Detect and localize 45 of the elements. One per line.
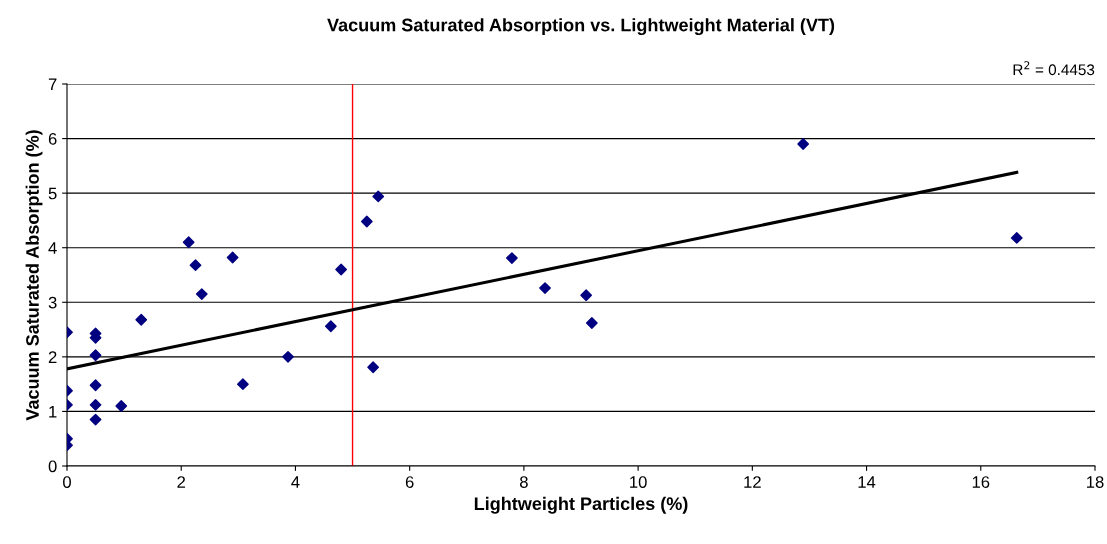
x-tick-label: 8 — [519, 476, 528, 488]
point — [115, 400, 128, 412]
y-tick-label: 2 — [48, 351, 57, 363]
x-tick-label: 0 — [63, 476, 71, 488]
x-tick-label: 12 — [744, 476, 761, 488]
x-tick-label: 4 — [291, 476, 300, 488]
x-tick-label: 2 — [177, 476, 186, 488]
point — [282, 350, 294, 363]
point — [506, 252, 518, 264]
point — [372, 190, 385, 203]
point — [324, 320, 337, 333]
point — [237, 378, 249, 391]
x-tick-label: 16 — [972, 476, 990, 488]
x-tick-label: 10 — [630, 476, 647, 488]
chart-title: Vacuum Saturated Absorption vs. Lightweight Material (VT) — [327, 18, 835, 36]
x-axis-title: Lightweight Particles (%) — [474, 496, 688, 514]
point — [367, 361, 380, 374]
y-tick-label: 7 — [48, 78, 57, 91]
point — [360, 215, 373, 228]
point — [189, 259, 202, 272]
point — [89, 349, 102, 362]
point — [1010, 231, 1023, 244]
point — [89, 379, 102, 392]
point — [195, 288, 208, 300]
point — [797, 138, 810, 150]
point — [89, 413, 102, 426]
point — [182, 236, 195, 249]
y-tick-label: 6 — [48, 132, 57, 145]
point — [585, 317, 598, 329]
y-tick-label: 5 — [48, 187, 57, 200]
y-tick-label: 1 — [49, 406, 57, 418]
point — [226, 251, 239, 264]
point — [135, 313, 148, 326]
point — [580, 289, 593, 302]
y-tick-label: 4 — [48, 242, 57, 254]
y-axis-title: Vacuum Saturated Absorption (%) — [25, 130, 43, 421]
text: R$^{2}$ = 0.4453 — [1013, 61, 1095, 76]
y-tick-label: 0 — [48, 460, 57, 473]
y-tick-label: 3 — [48, 296, 57, 309]
x-tick-label: 18 — [1087, 476, 1104, 488]
point — [335, 263, 348, 276]
point — [89, 398, 102, 411]
x-tick-label: 14 — [858, 476, 876, 488]
x-tick-label: 6 — [405, 476, 414, 488]
point — [539, 282, 551, 294]
